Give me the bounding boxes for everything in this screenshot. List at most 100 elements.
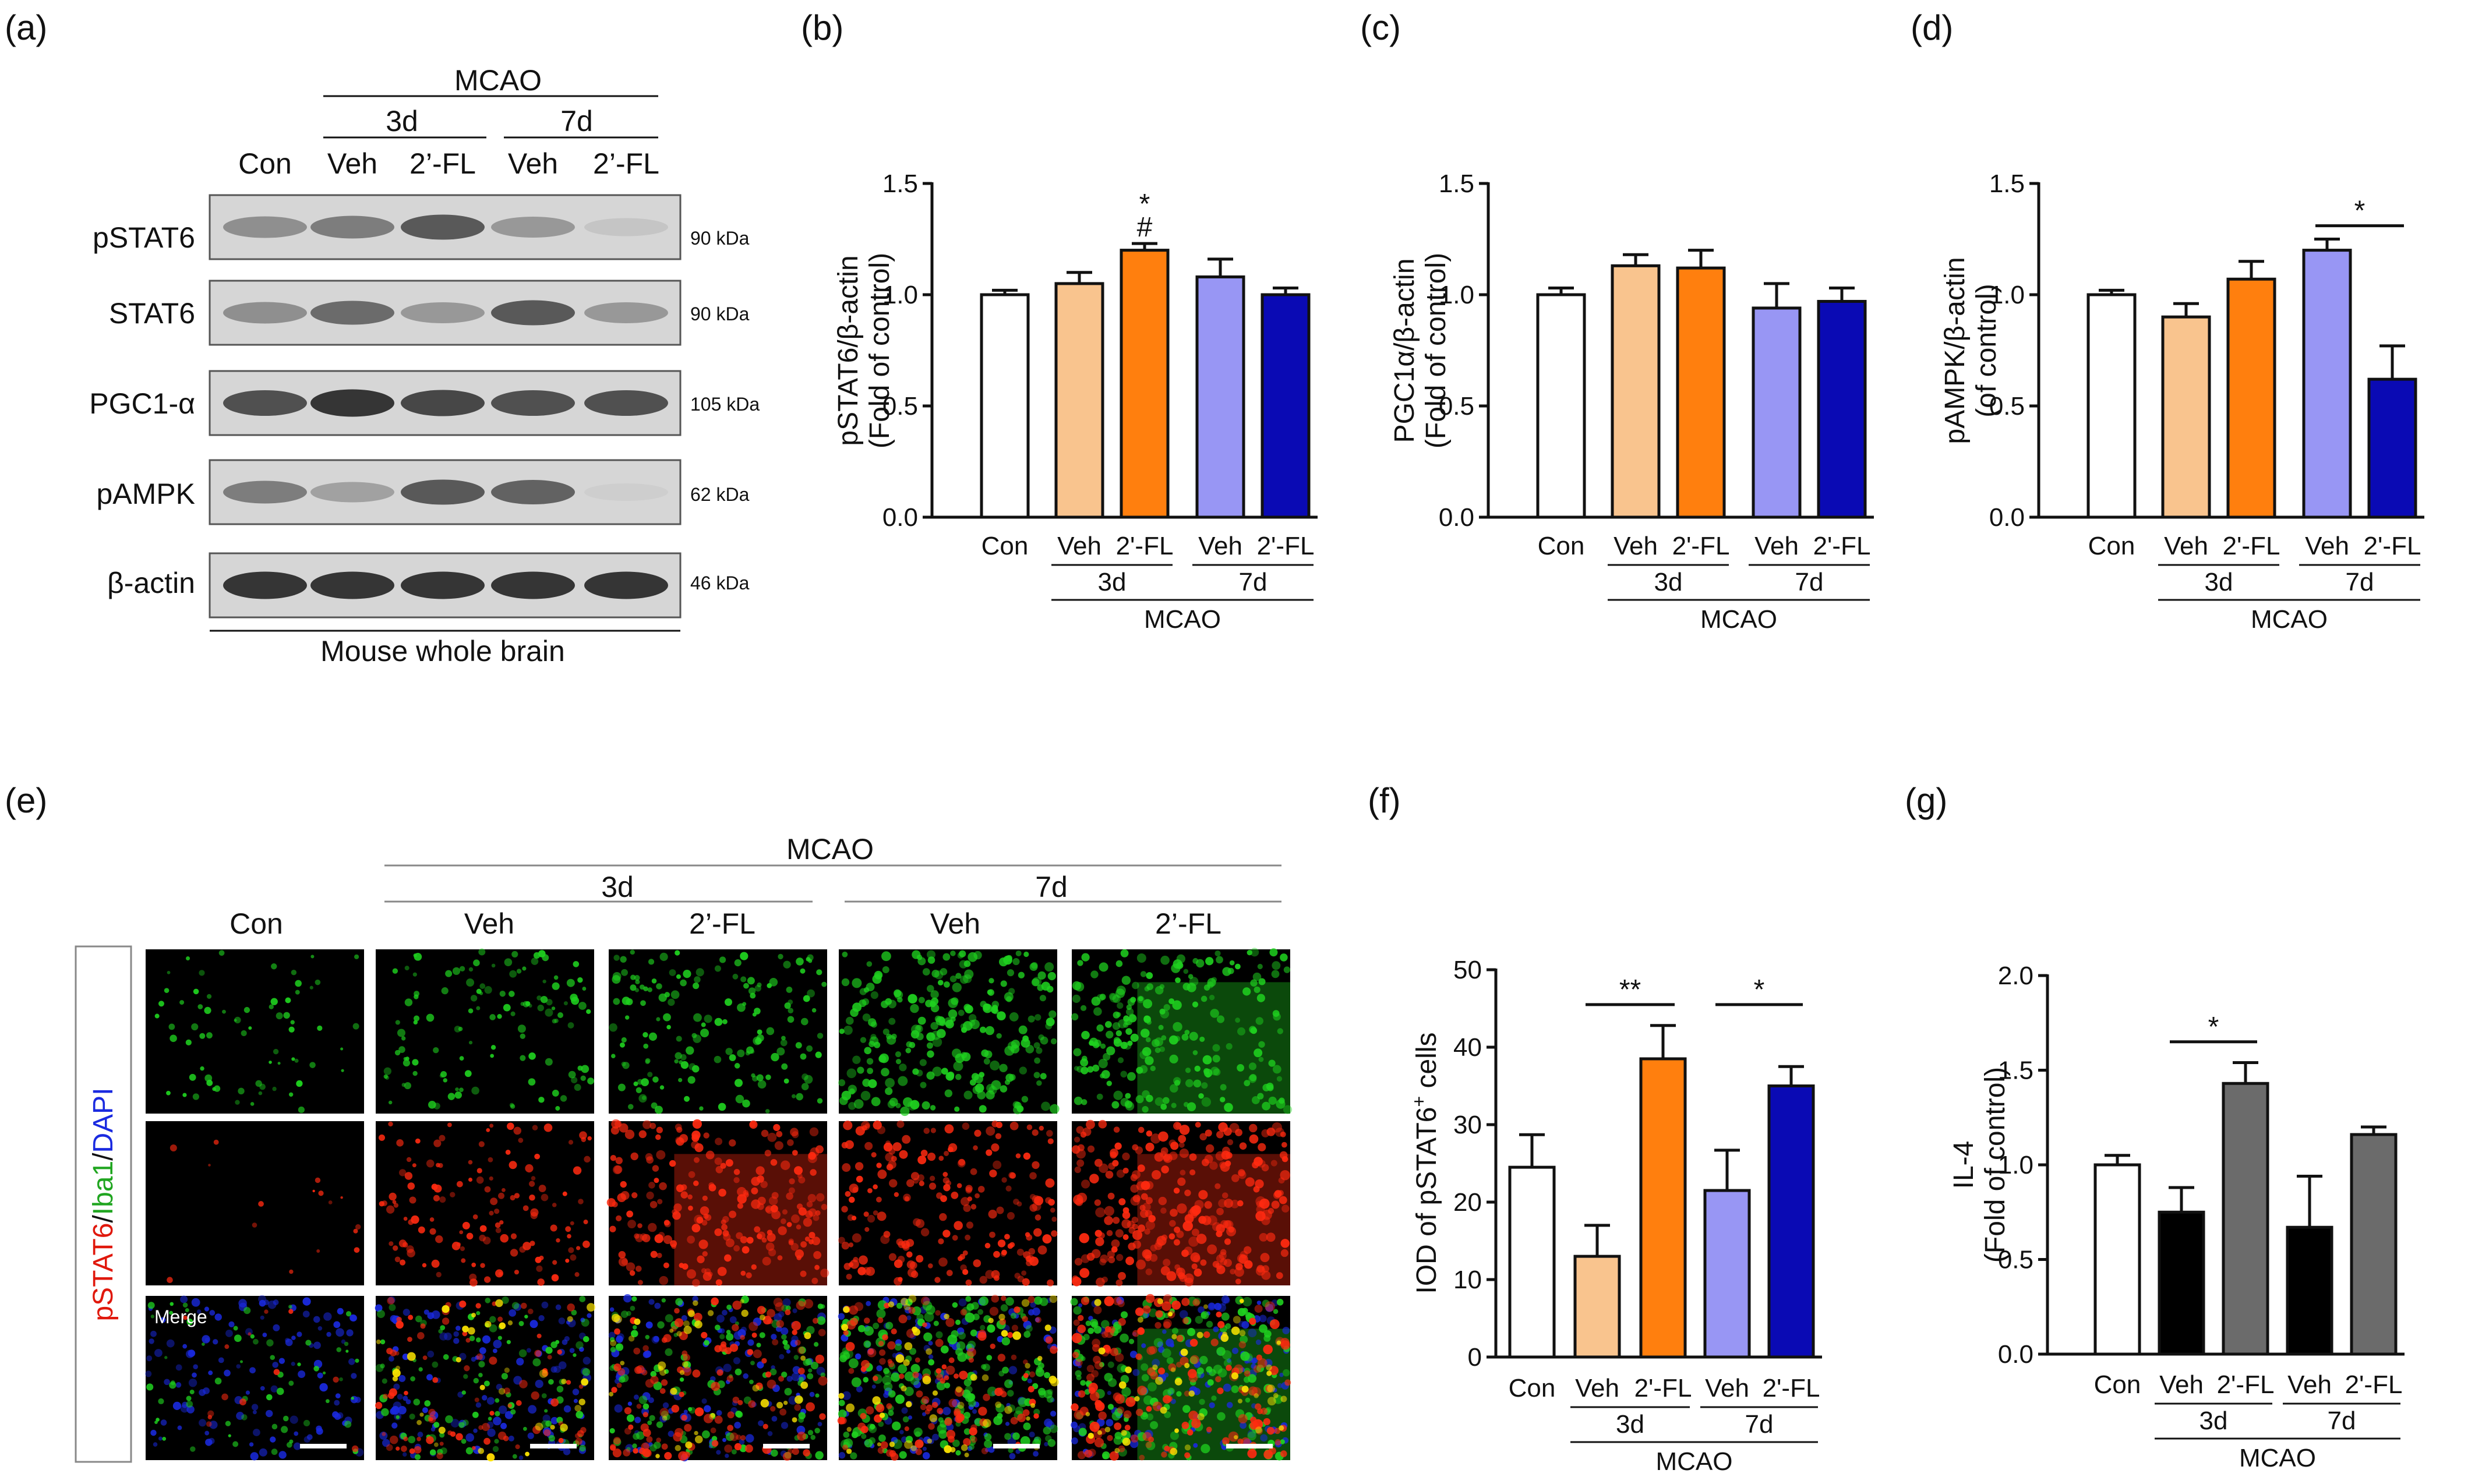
bar xyxy=(1639,1057,1687,1359)
cell-dot xyxy=(1211,977,1217,983)
cell-dot xyxy=(937,1408,944,1414)
cell-dot xyxy=(1076,1375,1082,1380)
cell-dot xyxy=(1135,1095,1144,1104)
cell-dot xyxy=(283,1012,290,1019)
cell-dot xyxy=(1231,1174,1240,1182)
cell-dot xyxy=(1261,1270,1271,1280)
bar xyxy=(2302,249,2352,519)
cell-dot xyxy=(1051,1230,1058,1237)
cell-dot xyxy=(931,970,940,978)
cell-dot xyxy=(317,1372,323,1379)
cell-dot xyxy=(380,1339,386,1345)
cell-dot xyxy=(1171,1301,1181,1310)
cell-dot xyxy=(1210,1009,1219,1018)
cell-dot xyxy=(1104,1296,1114,1306)
cell-dot xyxy=(1207,1379,1214,1386)
cell-dot xyxy=(864,1317,870,1324)
cell-dot xyxy=(845,1342,855,1351)
cell-dot xyxy=(454,1091,462,1099)
blot-band xyxy=(401,390,485,416)
cell-dot xyxy=(1046,1130,1053,1137)
cell-dot xyxy=(686,1046,694,1055)
cell-dot xyxy=(635,979,640,984)
cell-dot xyxy=(403,1395,408,1401)
cell-dot xyxy=(560,1423,568,1432)
cell-dot xyxy=(461,1258,466,1263)
cell-dot xyxy=(1173,1188,1180,1194)
cell-dot xyxy=(885,1077,895,1088)
cell-dot xyxy=(312,1189,315,1193)
cell-dot xyxy=(1120,1375,1129,1384)
cell-dot xyxy=(1179,1310,1188,1319)
cell-dot xyxy=(1073,1319,1080,1326)
cell-dot xyxy=(1277,1383,1283,1388)
cell-dot xyxy=(641,1369,648,1376)
side-label-slash2: / xyxy=(88,1153,119,1161)
cell-dot xyxy=(1247,949,1252,956)
cell-dot xyxy=(491,963,496,968)
cell-dot xyxy=(883,1231,891,1238)
cell-dot xyxy=(1216,1311,1222,1318)
cell-dot xyxy=(861,1359,870,1369)
y-axis-label: IL-4(Fold of control) xyxy=(1948,1067,2011,1263)
cell-dot xyxy=(1118,1272,1126,1280)
cell-dot xyxy=(929,1175,935,1182)
cell-dot xyxy=(846,1068,857,1079)
cell-dot xyxy=(692,1295,698,1302)
cell-dot xyxy=(532,1125,538,1131)
cell-dot xyxy=(841,1142,848,1149)
cell-dot xyxy=(1094,1199,1101,1206)
cell-dot xyxy=(172,1401,182,1410)
cell-dot xyxy=(981,1447,988,1454)
western-blot-panel: MCAO 3d 7d Con Veh 2’-FL Veh 2’-FL pSTAT… xyxy=(89,64,760,667)
cell-dot xyxy=(407,1352,416,1361)
cell-dot xyxy=(1049,1295,1058,1303)
panel-label-b: (b) xyxy=(801,8,843,47)
cell-dot xyxy=(207,1410,214,1417)
cell-dot xyxy=(678,1451,688,1461)
cell-dot xyxy=(616,1344,621,1349)
cell-dot xyxy=(160,1419,167,1426)
cell-dot xyxy=(1107,1404,1114,1410)
cell-dot xyxy=(1167,1395,1173,1402)
cell-dot xyxy=(942,1407,951,1415)
cell-dot xyxy=(691,1224,701,1233)
cell-dot xyxy=(810,1169,817,1176)
cell-dot xyxy=(714,965,721,972)
micro-col-veh-3d: Veh xyxy=(464,907,514,940)
cell-dot xyxy=(664,1220,671,1228)
category-label: 2'-FL xyxy=(1672,532,1730,560)
cell-dot xyxy=(249,1367,256,1374)
cell-dot xyxy=(581,1319,589,1327)
cell-dot xyxy=(1146,1441,1156,1450)
cell-dot xyxy=(890,1453,899,1461)
cell-dot xyxy=(855,1353,862,1360)
cell-dot xyxy=(243,1307,251,1315)
cell-dot xyxy=(480,1263,485,1269)
cell-dot xyxy=(611,1054,616,1059)
cell-dot xyxy=(450,1431,456,1437)
cell-dot xyxy=(1279,1151,1288,1160)
cell-dot xyxy=(1081,1099,1088,1105)
panel-label-d: (d) xyxy=(1911,8,1953,47)
cell-dot xyxy=(389,1356,394,1362)
y-axis-label-line1: pSTAT6/β-actin xyxy=(833,255,864,446)
cell-dot xyxy=(476,988,482,994)
cell-dot xyxy=(983,1058,990,1065)
cell-dot xyxy=(1028,1015,1035,1023)
cell-dot xyxy=(526,1348,531,1353)
cell-dot xyxy=(732,973,739,980)
cell-dot xyxy=(1047,1138,1054,1144)
cell-dot xyxy=(452,967,461,975)
cell-dot xyxy=(1240,1422,1247,1429)
cell-dot xyxy=(493,1416,502,1426)
cell-dot xyxy=(405,1057,409,1061)
cell-dot xyxy=(213,1139,219,1145)
cell-dot xyxy=(1093,1326,1102,1334)
cell-dot xyxy=(813,1214,820,1221)
cell-dot xyxy=(1004,1406,1012,1414)
cell-dot xyxy=(1027,1378,1032,1384)
cell-dot xyxy=(1097,1430,1102,1435)
cell-dot xyxy=(1218,1199,1227,1208)
cell-dot xyxy=(1115,1279,1123,1287)
